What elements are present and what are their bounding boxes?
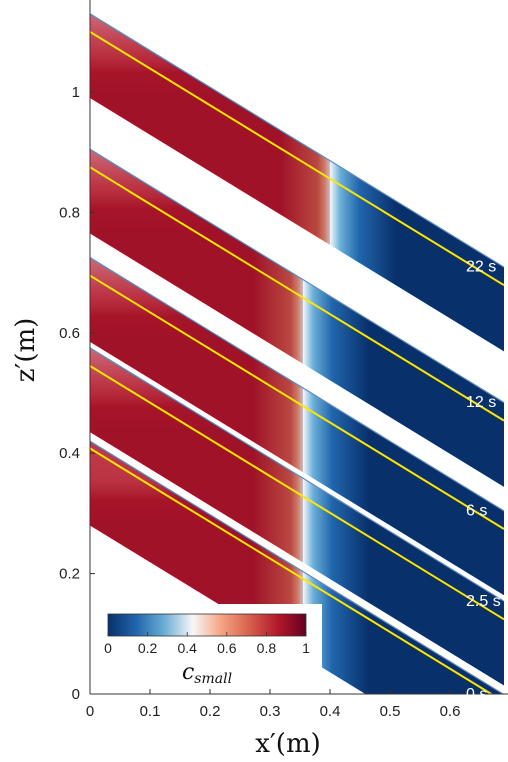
interface-line-0 (90, 447, 494, 694)
band-label-1: 2.5 s (466, 593, 501, 610)
x-tick-label: 0 (86, 703, 94, 720)
interface-line-2 (90, 274, 505, 530)
x-tick-label: 0.2 (200, 703, 221, 720)
interface-line-1 (90, 365, 505, 621)
band-shade-1 (90, 347, 303, 563)
colorbar-tick-label: 0.4 (177, 640, 197, 656)
band-label-2: 6 s (466, 502, 487, 519)
x-axis-label: x′(m) (255, 729, 321, 759)
colorbar-tick-label: 0.6 (217, 640, 237, 656)
x-tick-label: 0.4 (320, 703, 341, 720)
x-tick-label: 0.1 (140, 703, 161, 720)
band-shade-3 (90, 149, 303, 364)
x-tick-label: 0.3 (260, 703, 281, 720)
colorbar-tick-label: 0.8 (257, 640, 277, 656)
band-shade-4 (90, 13, 330, 245)
band-top-edge-0 (90, 440, 505, 694)
colorbar-tick-label: 1 (302, 640, 310, 656)
colorbar-tick-label: 0.2 (138, 640, 158, 656)
band-labels: 0 s 2.5 s 6 s 12 s 22 s (466, 259, 501, 703)
x-tick-label: 0.6 (440, 703, 461, 720)
band-top-edge-4 (90, 13, 505, 268)
colorbar: 0 0.2 0.4 0.6 0.8 1 csmall (100, 604, 322, 687)
colorbar-tick-label: 0 (104, 640, 112, 656)
y-tick-label: 0 (72, 686, 80, 703)
x-tick-label: 0.5 (380, 703, 401, 720)
band-top-edge-3 (90, 148, 505, 404)
axes: 0 0.1 0.2 0.3 0.4 0.5 0.6 0 0.2 0.4 0.6 0.8 1 (59, 0, 508, 720)
band-shade-0 (90, 441, 303, 656)
colorbar-label: csmall (182, 660, 232, 687)
bands-layer (90, 13, 505, 694)
y-tick-label: 0.2 (59, 566, 80, 583)
band-label-4: 22 s (466, 259, 496, 276)
y-tick-label: 0.8 (59, 204, 80, 221)
band-top-edge-1 (90, 347, 505, 602)
y-axis-label: z′(m) (11, 318, 41, 383)
band-shade-2 (90, 257, 303, 473)
interface-line-3 (90, 166, 505, 422)
y-tick-label: 0.4 (59, 445, 80, 462)
colorbar-gradient (107, 613, 307, 637)
band-top-edge-2 (90, 257, 505, 512)
interface-line-4 (90, 30, 505, 287)
band-label-0: 0 s (466, 686, 487, 703)
y-tick-label: 0.6 (59, 325, 80, 342)
interface-lines-layer (90, 30, 505, 694)
band-label-3: 12 s (466, 394, 496, 411)
y-tick-label: 1 (72, 84, 80, 101)
